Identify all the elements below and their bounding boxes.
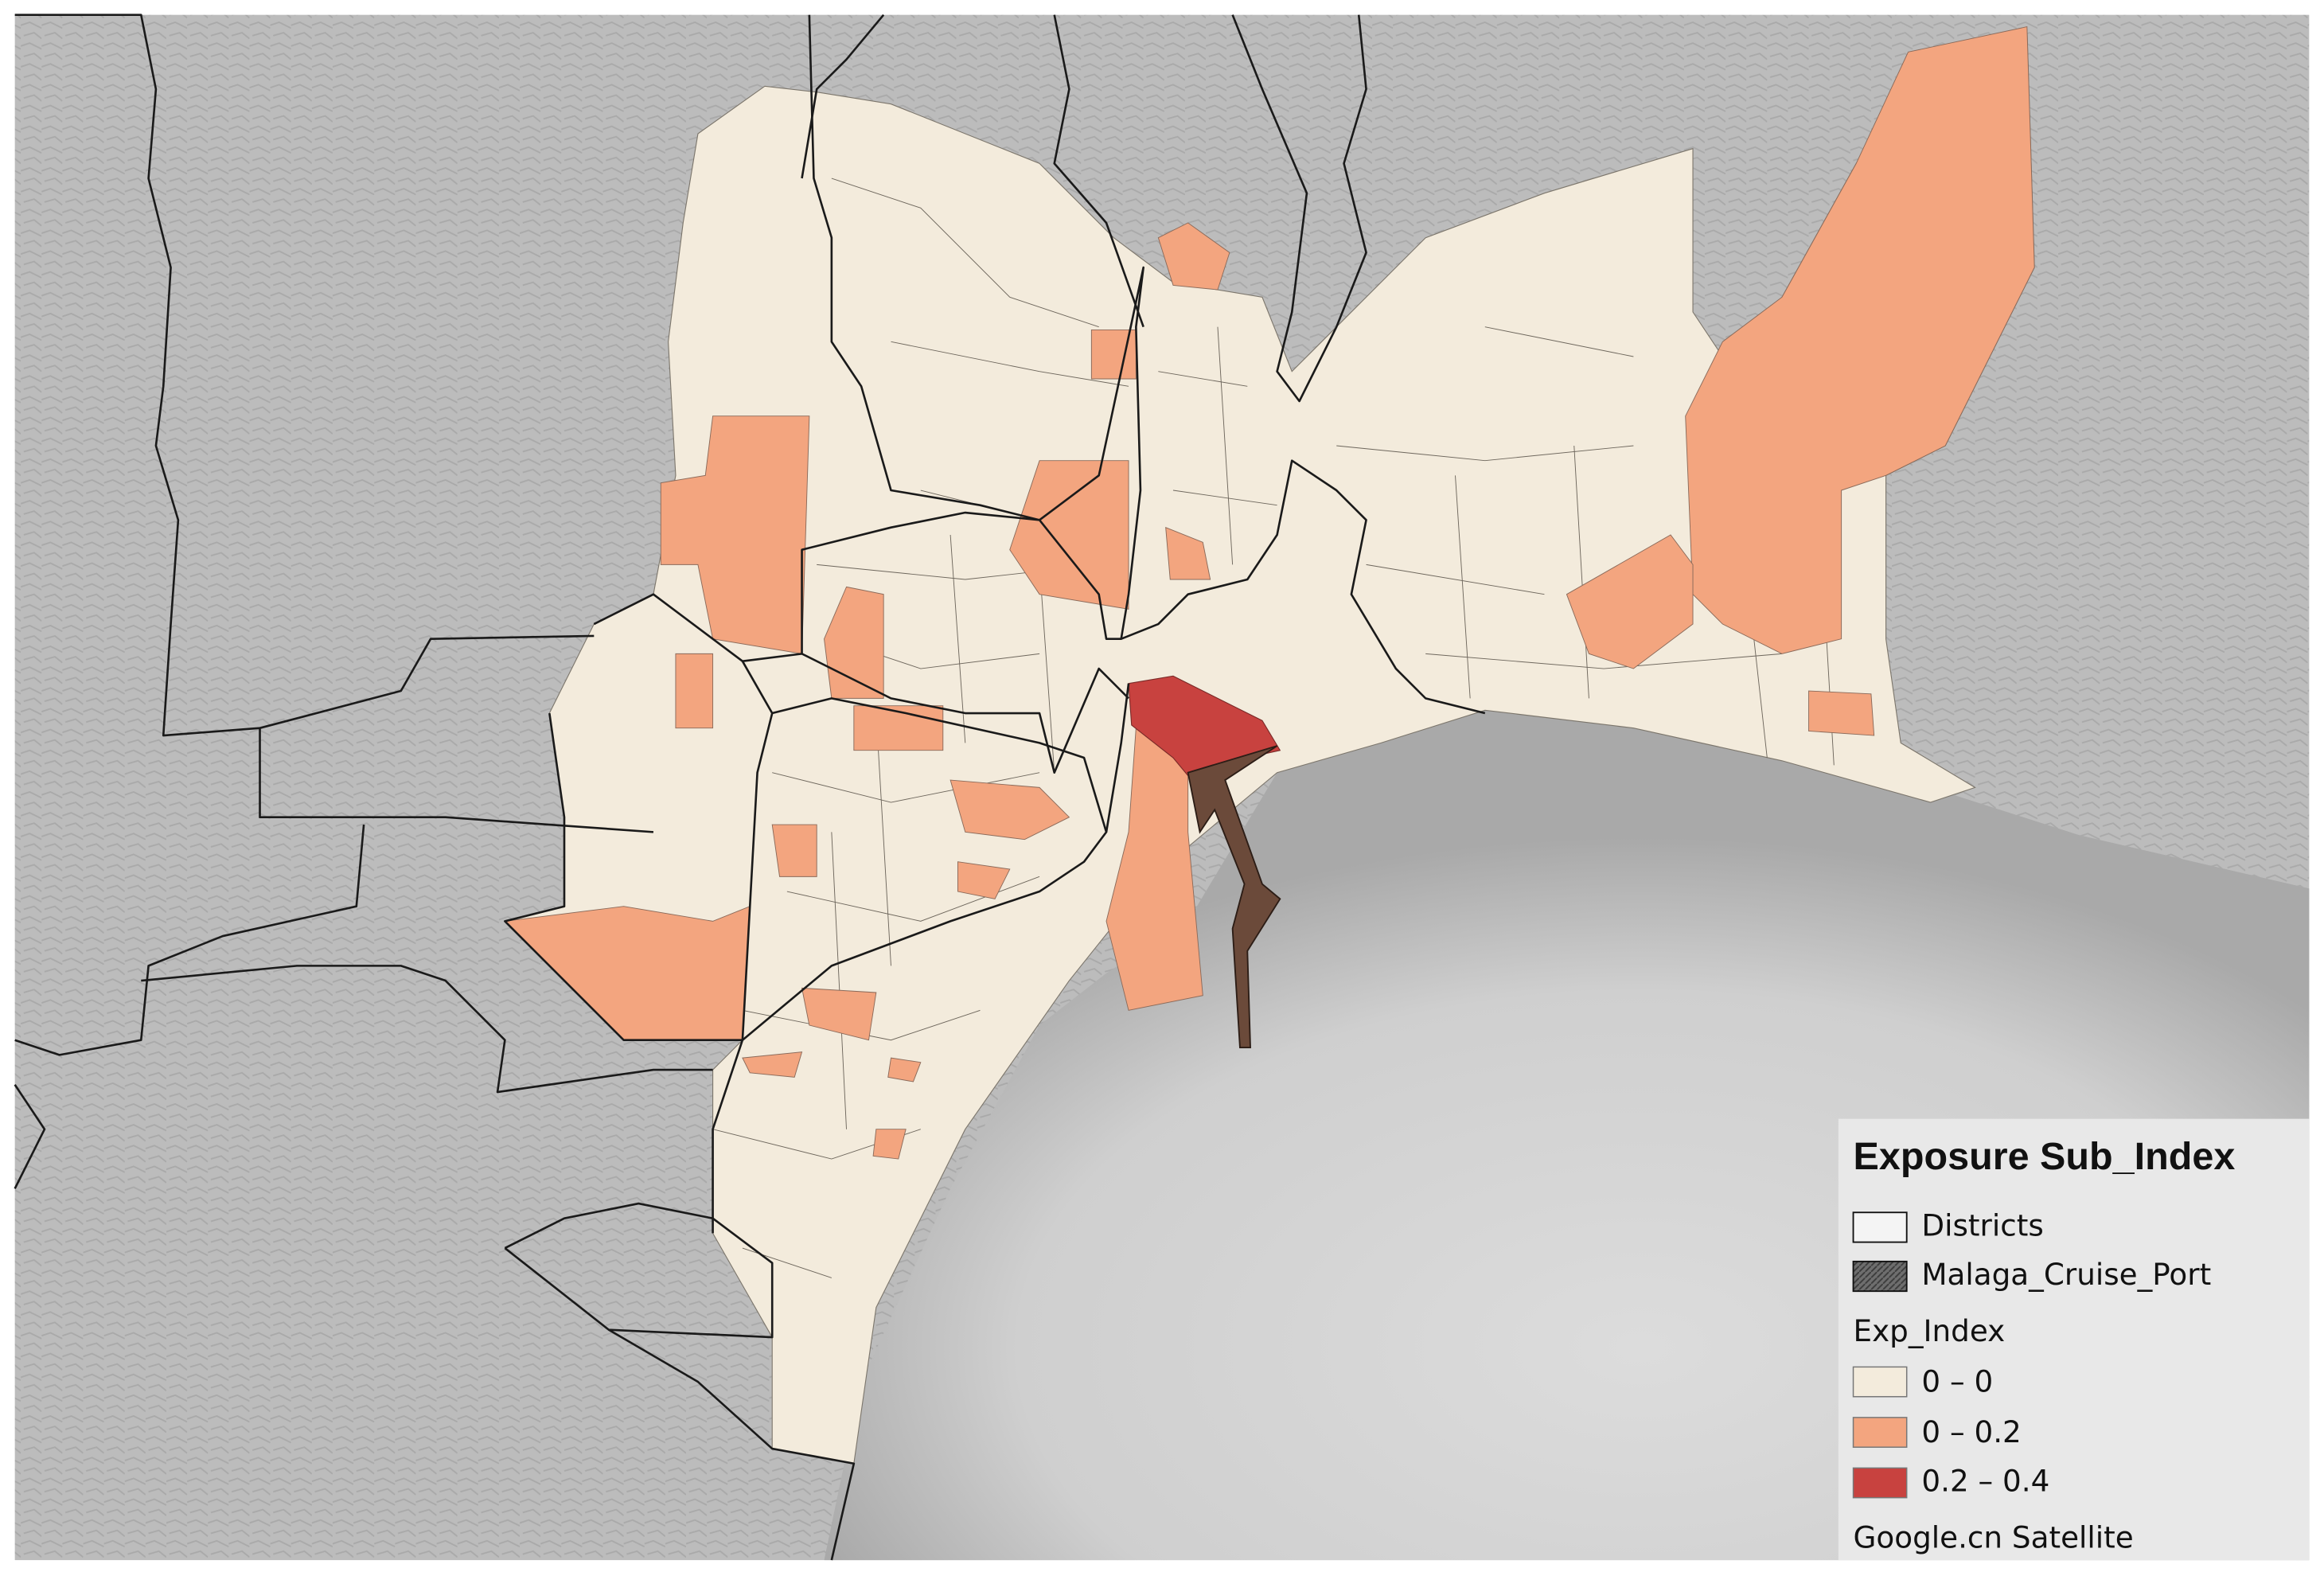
legend-title: Exposure Sub_Index [1854,1135,2236,1178]
legend-swatch [1852,1211,1908,1243]
legend-background [1838,1118,2310,1561]
legend: Exposure Sub_Index Districts Malaga_Crui… [1838,1118,2310,1561]
legend-label: 0 – 0 [1921,1363,1993,1398]
exposure-low-areas [504,26,2035,1160]
legend-label: Malaga_Cruise_Port [1921,1257,2211,1292]
legend-swatch [1852,1366,1908,1398]
legend-basemap-label: Google.cn Satellite [1854,1519,2134,1554]
cruise-port [1187,745,1281,1048]
legend-swatch [1852,1467,1908,1499]
legend-label: 0 – 0.2 [1921,1414,2021,1449]
legend-label: 0.2 – 0.4 [1921,1463,2049,1498]
legend-label: Districts [1921,1207,2043,1242]
district-boundaries [14,14,1486,1561]
legend-swatch [1852,1417,1908,1448]
legend-swatch [1852,1260,1908,1293]
legend-group-label: Exp_Index [1854,1313,2006,1348]
